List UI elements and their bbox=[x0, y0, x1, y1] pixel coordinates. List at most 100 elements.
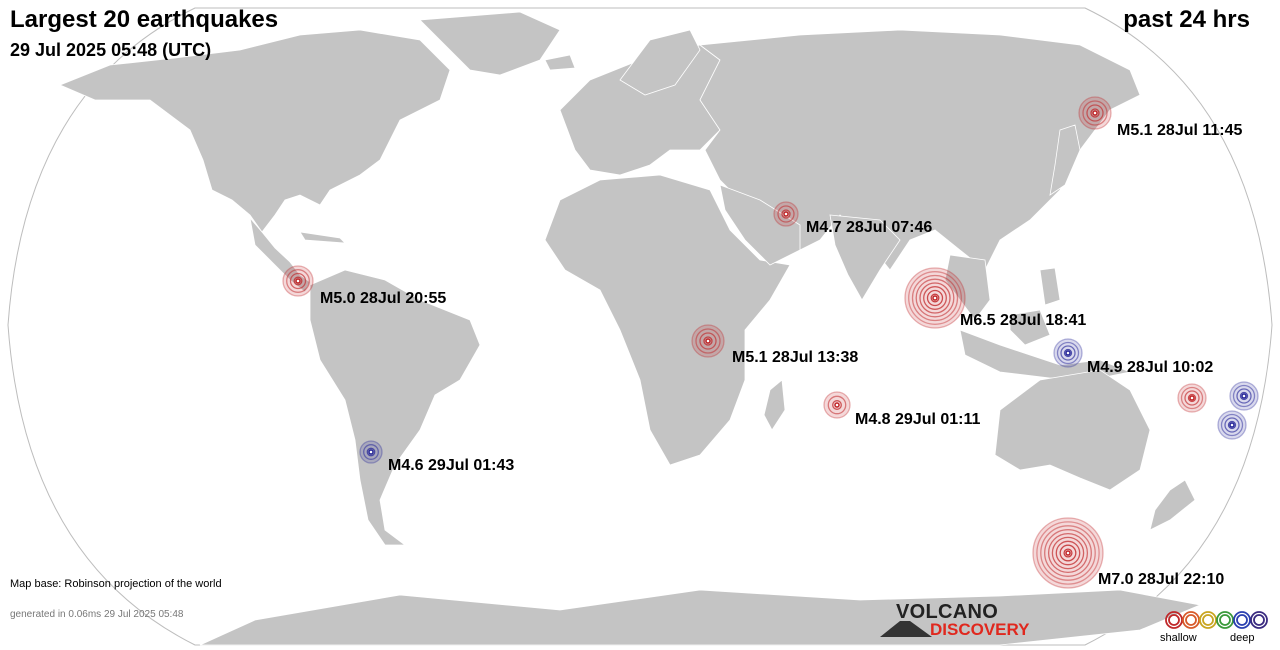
time-range: past 24 hrs bbox=[1123, 6, 1250, 33]
quake-ring bbox=[919, 282, 951, 314]
quake-ring bbox=[1086, 104, 1104, 122]
quake-epicenter bbox=[368, 449, 374, 455]
legend-ring bbox=[1199, 611, 1217, 629]
quake-ring bbox=[1040, 525, 1096, 581]
quake-epicenter bbox=[1065, 550, 1071, 556]
logo-text-volcano: VOLCANO bbox=[896, 601, 999, 623]
quake-ring bbox=[1227, 420, 1237, 430]
quake-marker[interactable] bbox=[1032, 517, 1104, 589]
land-borneo bbox=[1009, 309, 1051, 346]
quake-ring bbox=[699, 332, 717, 350]
quake-ring bbox=[286, 269, 310, 293]
land-indochina bbox=[944, 254, 991, 321]
legend-shallow-label: shallow bbox=[1160, 632, 1197, 644]
quake-ring bbox=[1036, 521, 1100, 585]
quake-ring bbox=[930, 293, 940, 303]
depth-legend-rings bbox=[1165, 611, 1268, 629]
quake-epicenter bbox=[932, 295, 938, 301]
quake-ring bbox=[1090, 108, 1100, 118]
legend-deep-label: deep bbox=[1230, 632, 1255, 644]
quake-epicenter bbox=[1241, 393, 1247, 399]
legend-ring bbox=[1236, 614, 1248, 626]
quake-ring bbox=[923, 286, 947, 310]
quake-marker[interactable] bbox=[1177, 383, 1207, 413]
volcano-discovery-logo[interactable]: VOLCANO DISCOVERY bbox=[880, 601, 1040, 643]
quake-ring bbox=[695, 328, 721, 354]
quake-epicenter bbox=[1065, 350, 1071, 356]
land-philippines bbox=[1039, 267, 1061, 306]
land-scandinavia bbox=[619, 29, 701, 96]
quake-ring bbox=[1224, 417, 1240, 433]
legend-ring bbox=[1168, 614, 1180, 626]
land-india bbox=[829, 214, 901, 301]
quake-ring bbox=[1056, 341, 1080, 365]
quake-ring bbox=[1051, 536, 1085, 570]
volcano-icon bbox=[880, 621, 932, 637]
quake-marker[interactable] bbox=[1078, 96, 1112, 130]
quake-ring bbox=[777, 205, 795, 223]
land-africa bbox=[544, 174, 791, 466]
quake-label: M4.8 29Jul 01:11 bbox=[855, 411, 981, 428]
quake-label: M5.1 28Jul 13:38 bbox=[732, 349, 858, 366]
quake-ring bbox=[832, 400, 842, 410]
quake-ring bbox=[1239, 391, 1249, 401]
legend-ring bbox=[1219, 614, 1231, 626]
land-antarctica bbox=[199, 589, 1202, 646]
legend-ring bbox=[1202, 614, 1214, 626]
quake-marker[interactable] bbox=[1229, 381, 1259, 411]
quake-ring bbox=[1055, 540, 1081, 566]
quake-ring bbox=[1059, 544, 1077, 562]
land-new-zealand bbox=[1149, 479, 1196, 531]
map-datetime: 29 Jul 2025 05:48 (UTC) bbox=[10, 40, 212, 60]
quake-marker[interactable] bbox=[691, 324, 725, 358]
land-south-america bbox=[309, 269, 481, 546]
legend-ring bbox=[1185, 614, 1197, 626]
quake-ring bbox=[908, 271, 962, 325]
quake-ring bbox=[363, 444, 379, 460]
land-iceland bbox=[544, 54, 576, 71]
land-north-america bbox=[58, 29, 451, 233]
legend-ring bbox=[1182, 611, 1200, 629]
quake-ring bbox=[827, 395, 847, 415]
legend-ring bbox=[1233, 611, 1251, 629]
quake-marker[interactable] bbox=[773, 201, 799, 227]
quake-ring bbox=[926, 289, 944, 307]
quake-label: M5.1 28Jul 11:45 bbox=[1117, 122, 1243, 139]
quake-label: M6.5 28Jul 18:41 bbox=[960, 312, 1086, 329]
quake-ring bbox=[1063, 348, 1073, 358]
land-asia bbox=[698, 29, 1141, 271]
quake-marker[interactable] bbox=[904, 267, 966, 329]
quake-epicenter bbox=[295, 278, 301, 284]
quake-ring bbox=[1063, 548, 1073, 558]
quake-epicenter bbox=[705, 338, 711, 344]
quake-marker[interactable] bbox=[823, 391, 851, 419]
quake-ring bbox=[289, 272, 307, 290]
quake-ring bbox=[1184, 390, 1200, 406]
quake-ring bbox=[1187, 393, 1197, 403]
land-indonesia bbox=[959, 329, 1132, 379]
quake-ring bbox=[781, 209, 791, 219]
quake-label: M7.0 28Jul 22:10 bbox=[1098, 571, 1224, 588]
quake-ring bbox=[703, 336, 713, 346]
quake-marker[interactable] bbox=[359, 440, 383, 464]
quake-epicenter bbox=[1229, 422, 1235, 428]
quake-marker[interactable] bbox=[282, 265, 314, 297]
map-title: Largest 20 earthquakes bbox=[10, 6, 279, 33]
logo-text-discovery: DISCOVERY bbox=[930, 620, 1030, 639]
map-base-note: Map base: Robinson projection of the wor… bbox=[10, 578, 222, 590]
quake-ring bbox=[911, 274, 959, 322]
quake-ring bbox=[366, 447, 376, 457]
quake-ring bbox=[1047, 532, 1089, 574]
quake-label: M4.6 29Jul 01:43 bbox=[388, 457, 514, 474]
quake-marker[interactable] bbox=[1053, 338, 1083, 368]
land-arabia bbox=[719, 184, 801, 266]
land-madagascar bbox=[763, 379, 786, 431]
land-japan bbox=[1049, 124, 1081, 196]
quake-marker[interactable] bbox=[1217, 410, 1247, 440]
quake-ring bbox=[915, 278, 955, 318]
quake-ring bbox=[1180, 386, 1204, 410]
landmasses bbox=[58, 11, 1202, 646]
land-australia bbox=[994, 369, 1151, 491]
